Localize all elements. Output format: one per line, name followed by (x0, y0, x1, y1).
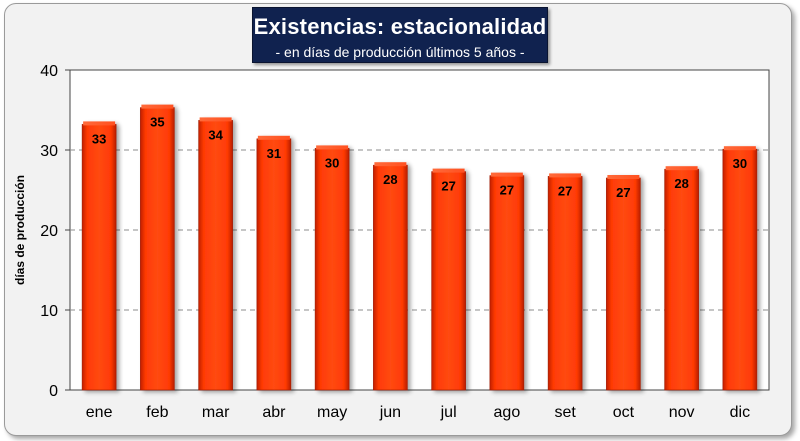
bar-top-highlight (549, 173, 582, 178)
bar-group (81, 121, 117, 391)
x-tick-label: jun (379, 404, 401, 421)
data-label: 28 (383, 172, 397, 187)
data-label: 34 (208, 127, 223, 142)
y-tick-label: 30 (40, 143, 58, 160)
bar-top-highlight (83, 121, 116, 126)
y-axis-label: días de producción (13, 175, 27, 285)
data-label: 35 (150, 115, 164, 130)
x-tick-label: nov (669, 404, 695, 421)
bar-group (547, 173, 583, 391)
x-tick-label: dic (730, 404, 750, 421)
x-tick-label: oct (613, 404, 635, 421)
bar (664, 168, 699, 391)
bar-top-highlight (316, 145, 349, 150)
bar (198, 120, 233, 391)
bar (606, 177, 641, 391)
bar (547, 176, 583, 391)
bar-top-highlight (199, 117, 232, 122)
x-tick-label: ene (86, 404, 113, 421)
x-tick-label: mar (202, 404, 230, 421)
bar (489, 175, 525, 391)
bar-group (431, 168, 466, 391)
bar (722, 148, 758, 391)
y-tick-label: 10 (40, 303, 58, 320)
data-label: 27 (441, 179, 455, 194)
bar-group (256, 135, 292, 391)
chart-subtitle: - en días de producción últimos 5 años - (275, 44, 525, 60)
bar-group (198, 117, 233, 391)
bar-top-highlight (141, 104, 174, 109)
data-label: 30 (733, 156, 747, 171)
chart-title: Existencias: estacionalidad (253, 14, 547, 39)
x-tick-label: feb (146, 404, 168, 421)
bar-top-highlight (432, 168, 465, 173)
x-tick-label: set (554, 404, 576, 421)
bar-top-highlight (257, 135, 290, 140)
data-label: 27 (558, 183, 572, 198)
bar-group (606, 175, 641, 391)
bar-group (373, 162, 408, 391)
bar (314, 148, 350, 391)
x-tick-label: jul (440, 404, 457, 421)
y-tick-label: 0 (49, 383, 58, 400)
x-tick-label: may (317, 404, 347, 421)
y-tick-label: 40 (40, 63, 58, 80)
bar-top-highlight (665, 166, 698, 171)
x-tick-label: abr (262, 404, 286, 421)
bar (140, 107, 175, 391)
bar-group (314, 145, 350, 391)
plot-area (69, 69, 770, 391)
data-label: 33 (92, 131, 106, 146)
bar (81, 124, 117, 391)
y-tick-label: 20 (40, 223, 58, 240)
data-label: 30 (325, 155, 339, 170)
bar-top-highlight (374, 162, 407, 167)
bar-top-highlight (490, 172, 523, 177)
x-tick-label: ago (494, 404, 521, 421)
bar-group (664, 166, 699, 391)
bar-group (722, 146, 758, 391)
bar-group (140, 104, 175, 391)
title-box: Existencias: estacionalidad - en días de… (252, 7, 548, 63)
bar (256, 138, 292, 391)
data-label: 31 (267, 146, 281, 161)
bar-top-highlight (607, 175, 640, 179)
data-label: 27 (616, 185, 630, 200)
data-label: 27 (500, 183, 514, 198)
bar (373, 164, 408, 391)
bar-group (489, 172, 525, 391)
bar (431, 171, 466, 391)
data-label: 28 (674, 176, 688, 191)
bar-top-highlight (723, 146, 756, 151)
